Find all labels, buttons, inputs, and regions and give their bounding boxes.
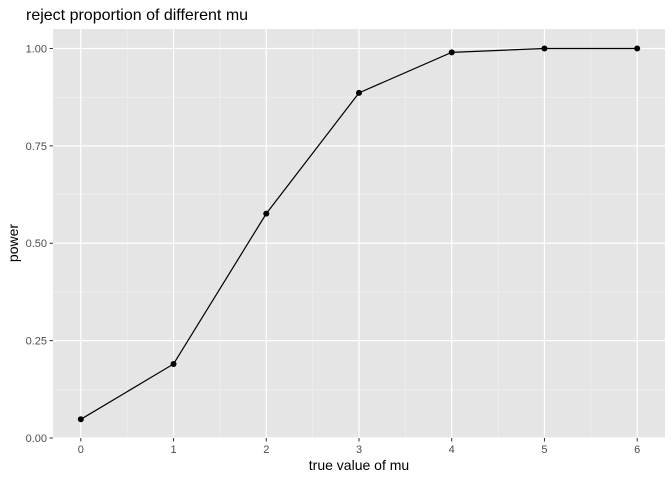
x-axis: 0 1 2 3 4 5 6 <box>78 438 640 456</box>
x-tick-label: 3 <box>356 444 362 456</box>
data-point <box>170 360 177 367</box>
data-point <box>356 89 362 96</box>
x-axis-label: true value of mu <box>309 457 409 473</box>
x-tick-label: 6 <box>634 444 640 456</box>
data-series <box>77 45 641 423</box>
x-tick-label: 2 <box>263 444 269 456</box>
y-tick-label: 0.75 <box>26 141 47 153</box>
y-tick-label: 1.00 <box>26 43 47 55</box>
x-tick-label: 5 <box>541 444 547 456</box>
x-tick-label: 1 <box>170 444 176 456</box>
x-tick-label: 4 <box>449 444 455 456</box>
data-point <box>263 210 270 217</box>
data-point <box>77 416 84 423</box>
major-gridlines <box>53 29 665 439</box>
y-tick-label: 0.50 <box>26 238 47 250</box>
y-tick-label: 0.00 <box>26 433 47 445</box>
data-point <box>541 45 548 52</box>
data-point <box>448 49 455 56</box>
y-axis: 0.00 0.25 0.50 0.75 1.00 <box>26 43 53 445</box>
y-axis-label: power <box>5 224 21 262</box>
y-tick-label: 0.25 <box>26 336 47 348</box>
data-point <box>634 45 641 52</box>
x-tick-label: 0 <box>78 444 84 456</box>
chart-title: reject proportion of different mu <box>26 7 248 24</box>
